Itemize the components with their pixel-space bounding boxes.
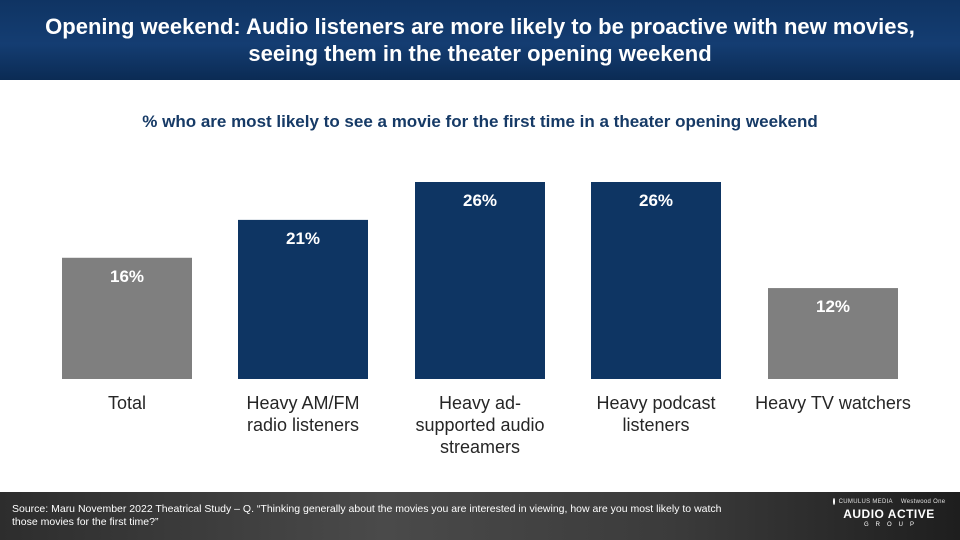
page-title: Opening weekend: Audio listeners are mor…	[45, 14, 915, 66]
category-label-3: Heavy ad-supported audio streamers	[415, 393, 544, 457]
value-label-3: 26%	[463, 191, 497, 210]
value-label-4: 26%	[639, 191, 673, 210]
value-label-2: 21%	[286, 229, 320, 248]
source-note: Source: Maru November 2022 Theatrical St…	[12, 503, 722, 528]
bar-2	[238, 219, 368, 379]
bar-1	[62, 257, 192, 379]
category-label-1: Total	[108, 393, 146, 413]
logo-main-text: AUDIO ACTIVE	[843, 507, 935, 521]
value-label-1: 16%	[110, 267, 144, 286]
bar-chart: 16% Total 21% Heavy AM/FM radio listeners 26%…	[62, 182, 911, 457]
chart-title: % who are most likely to see a movie for…	[142, 112, 818, 131]
logo-group-text: GROUP	[863, 522, 921, 528]
bar-3	[415, 182, 545, 379]
bar-4	[591, 182, 721, 379]
category-label-5: Heavy TV watchers	[755, 393, 911, 413]
header-banner: Opening weekend: Audio listeners are mor…	[0, 0, 960, 80]
value-label-5: 12%	[816, 297, 850, 316]
bar-5	[768, 288, 898, 379]
footer-bar: Source: Maru November 2022 Theatrical St…	[0, 492, 960, 540]
category-label-4: Heavy podcast listeners	[596, 393, 715, 435]
logo-cumulus-text: CUMULUS MEDIA	[838, 498, 893, 505]
logo-partner-row: CUMULUS MEDIA Westwood One	[832, 498, 946, 505]
cumulus-logo-icon	[832, 498, 835, 505]
logo-westwood-text: Westwood One	[900, 498, 946, 505]
audio-active-group-logo: CUMULUS MEDIA Westwood One AUDIO ACTIVE …	[832, 498, 946, 528]
category-label-2: Heavy AM/FM radio listeners	[246, 393, 359, 435]
